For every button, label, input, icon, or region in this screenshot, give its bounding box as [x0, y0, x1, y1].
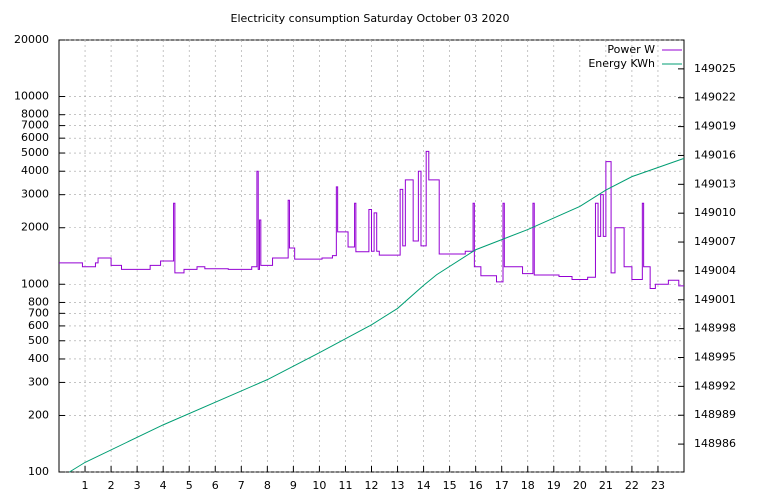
x-tick-label: 14 [417, 479, 431, 492]
y2-tick-label: 149019 [694, 120, 736, 133]
y2-tick-label: 149016 [694, 148, 736, 161]
y2-tick-label: 148992 [694, 379, 736, 392]
y2-tick-label: 149022 [694, 91, 736, 104]
x-tick-label: 21 [599, 479, 613, 492]
x-tick-label: 6 [212, 479, 219, 492]
y-tick-label: 500 [28, 334, 49, 347]
y2-tick-label: 148998 [694, 322, 736, 335]
x-tick-label: 3 [134, 479, 141, 492]
y2-tick-label: 149001 [694, 293, 736, 306]
y2-tick-label: 148989 [694, 408, 736, 421]
x-tick-label: 18 [521, 479, 535, 492]
y2-tick-label: 149013 [694, 177, 736, 190]
x-tick-label: 17 [495, 479, 509, 492]
x-tick-label: 23 [651, 479, 665, 492]
y2-tick-label: 148986 [694, 437, 736, 450]
x-tick-label: 8 [264, 479, 271, 492]
x-tick-label: 22 [625, 479, 639, 492]
y-tick-label: 10000 [14, 90, 49, 103]
x-tick-label: 10 [312, 479, 326, 492]
x-tick-label: 5 [186, 479, 193, 492]
x-tick-label: 19 [547, 479, 561, 492]
y-tick-label: 8000 [21, 108, 49, 121]
x-tick-label: 7 [238, 479, 245, 492]
y-tick-label: 700 [28, 306, 49, 319]
x-tick-label: 4 [160, 479, 167, 492]
y-tick-label: 4000 [21, 164, 49, 177]
chart-title: Electricity consumption Saturday October… [231, 12, 510, 25]
x-tick-label: 13 [391, 479, 405, 492]
x-tick-label: 12 [365, 479, 379, 492]
y-tick-label: 7000 [21, 119, 49, 132]
y-tick-label: 5000 [21, 146, 49, 159]
y-tick-label: 300 [28, 375, 49, 388]
y-tick-label: 100 [28, 465, 49, 478]
x-tick-label: 1 [82, 479, 89, 492]
y-tick-label: 6000 [21, 131, 49, 144]
y2-tick-label: 149010 [694, 206, 736, 219]
y-tick-label: 600 [28, 319, 49, 332]
x-tick-label: 2 [108, 479, 115, 492]
y2-tick-label: 149025 [694, 62, 736, 75]
y-tick-label: 800 [28, 295, 49, 308]
y2-tick-label: 148995 [694, 351, 736, 364]
legend-label: Power W [607, 43, 655, 56]
legend-label: Energy KWh [588, 57, 655, 70]
series-line [59, 150, 684, 289]
y2-tick-label: 149007 [694, 235, 736, 248]
y-tick-label: 2000 [21, 221, 49, 234]
y-tick-label: 20000 [14, 33, 49, 46]
y-tick-label: 3000 [21, 188, 49, 201]
x-tick-label: 11 [338, 479, 352, 492]
x-tick-label: 20 [573, 479, 587, 492]
x-tick-label: 15 [443, 479, 457, 492]
y2-tick-label: 149004 [694, 264, 736, 277]
x-tick-label: 16 [469, 479, 483, 492]
x-tick-label: 9 [290, 479, 297, 492]
y-tick-label: 400 [28, 352, 49, 365]
series-line [69, 157, 685, 473]
y-tick-label: 1000 [21, 277, 49, 290]
y-tick-label: 200 [28, 408, 49, 421]
